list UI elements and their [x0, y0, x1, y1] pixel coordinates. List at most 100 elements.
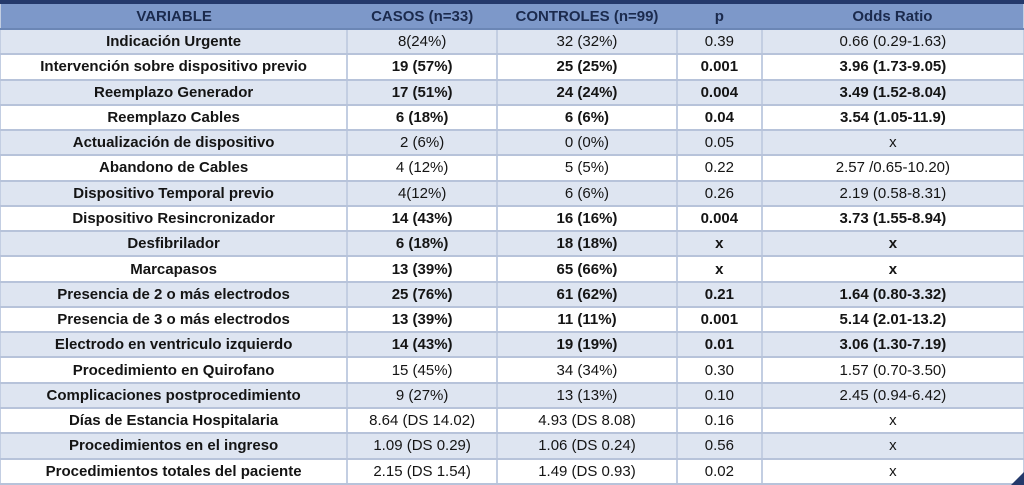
col-header-odds-ratio: Odds Ratio [761, 0, 1024, 30]
corner-triangle-icon [1011, 472, 1024, 485]
table-row: Procedimientos en el ingreso 1.09 (DS 0.2… [0, 433, 1024, 460]
p-value-cell: x [676, 256, 763, 283]
casos-cell: 15 (45%) [347, 357, 499, 384]
col-header-controles: CONTROLES (n=99) [497, 0, 677, 30]
odds-ratio-cell: 3.96 (1.73-9.05) [761, 54, 1024, 81]
table-row: Abandono de Cables 4 (12%) 5 (5%) 0.22 2.57 … [0, 155, 1024, 182]
controles-cell: 32 (32%) [497, 29, 678, 56]
controles-cell: 1.49 (DS 0.93) [497, 458, 678, 485]
controles-cell: 13 (13%) [497, 382, 678, 409]
table-row: Desfibrilador 6 (18%) 18 (18%) x x [0, 231, 1024, 258]
odds-ratio-cell: x [761, 256, 1024, 283]
variable-cell: Dispositivo Resincronizador [0, 205, 349, 233]
p-value-cell: 0.16 [676, 407, 763, 435]
p-value-cell: 0.10 [676, 382, 763, 409]
casos-cell: 4(12%) [347, 180, 499, 207]
p-value-cell: 0.05 [676, 130, 763, 157]
odds-ratio-cell: x [761, 231, 1024, 258]
table-row: Indicación Urgente 8(24%) 32 (32%) 0.39 0.66… [0, 29, 1024, 56]
controles-cell: 25 (25%) [497, 54, 678, 81]
casos-cell: 1.09 (DS 0.29) [347, 433, 499, 460]
variable-cell: Electrodo en ventriculo izquierdo [0, 332, 349, 359]
odds-ratio-cell: 2.45 (0.94-6.42) [761, 382, 1024, 409]
variable-cell: Reemplazo Cables [0, 104, 349, 132]
controles-cell: 34 (34%) [497, 357, 678, 384]
casos-cell: 14 (43%) [347, 332, 499, 359]
odds-ratio-cell: x [761, 407, 1024, 435]
controles-cell: 24 (24%) [497, 79, 678, 106]
casos-cell: 2 (6%) [347, 130, 499, 157]
controles-cell: 6 (6%) [497, 104, 678, 132]
casos-cell: 8(24%) [347, 29, 499, 56]
controles-cell: 5 (5%) [497, 155, 678, 182]
controles-cell: 11 (11%) [497, 306, 678, 334]
variable-cell: Presencia de 3 o más electrodos [0, 306, 349, 334]
odds-ratio-cell: 1.64 (0.80-3.32) [761, 281, 1024, 308]
p-value-cell: 0.02 [676, 458, 763, 485]
p-value-cell: 0.01 [676, 332, 763, 359]
variable-cell: Procedimientos en el ingreso [0, 433, 349, 460]
variable-cell: Procedimientos totales del paciente [0, 458, 349, 485]
casos-cell: 9 (27%) [347, 382, 499, 409]
variable-cell: Dispositivo Temporal previo [0, 180, 349, 207]
p-value-cell: 0.21 [676, 281, 763, 308]
casos-cell: 13 (39%) [347, 306, 499, 334]
p-value-cell: 0.001 [676, 306, 763, 334]
table-row: Días de Estancia Hospitalaria 8.64 (DS 14… [0, 407, 1024, 435]
table-row: Intervención sobre dispositivo previo 19 … [0, 54, 1024, 81]
col-header-p-value: p [676, 0, 762, 30]
odds-ratio-cell: 3.54 (1.05-11.9) [761, 104, 1024, 132]
odds-ratio-cell: 2.57 /0.65-10.20) [761, 155, 1024, 182]
controles-cell: 6 (6%) [497, 180, 678, 207]
variable-cell: Reemplazo Generador [0, 79, 349, 106]
odds-ratio-cell: 3.06 (1.30-7.19) [761, 332, 1024, 359]
variable-cell: Indicación Urgente [0, 29, 349, 56]
casos-cell: 2.15 (DS 1.54) [347, 458, 499, 485]
odds-ratio-cell: 2.19 (0.58-8.31) [761, 180, 1024, 207]
p-value-cell: 0.001 [676, 54, 763, 81]
casos-cell: 6 (18%) [347, 231, 499, 258]
casos-cell: 6 (18%) [347, 104, 499, 132]
table-row: Electrodo en ventriculo izquierdo 14 (43%… [0, 332, 1024, 359]
table-row: Actualización de dispositivo 2 (6%) 0 (0%)… [0, 130, 1024, 157]
table-row: Reemplazo Generador 17 (51%) 24 (24%) 0.004… [0, 79, 1024, 106]
variable-cell: Marcapasos [0, 256, 349, 283]
odds-ratio-cell: 1.57 (0.70-3.50) [761, 357, 1024, 384]
casos-cell: 19 (57%) [347, 54, 499, 81]
casos-cell: 17 (51%) [347, 79, 499, 106]
table-row: Procedimientos totales del paciente 2.15 … [0, 458, 1024, 485]
table-row: Reemplazo Cables 6 (18%) 6 (6%) 0.04 3.54 (1… [0, 104, 1024, 132]
p-value-cell: 0.39 [676, 29, 763, 56]
odds-ratio-cell: 0.66 (0.29-1.63) [761, 29, 1024, 56]
controles-cell: 19 (19%) [497, 332, 678, 359]
table-row: Marcapasos 13 (39%) 65 (66%) x x [0, 256, 1024, 283]
casos-cell: 13 (39%) [347, 256, 499, 283]
p-value-cell: 0.30 [676, 357, 763, 384]
controles-cell: 61 (62%) [497, 281, 678, 308]
table-row: Complicaciones postprocedimiento 9 (27%) 1… [0, 382, 1024, 409]
odds-ratio-cell: x [761, 458, 1024, 485]
variable-cell: Actualización de dispositivo [0, 130, 349, 157]
odds-ratio-cell: 3.73 (1.55-8.94) [761, 205, 1024, 233]
variable-cell: Desfibrilador [0, 231, 349, 258]
controles-cell: 18 (18%) [497, 231, 678, 258]
variable-cell: Días de Estancia Hospitalaria [0, 407, 349, 435]
odds-ratio-cell: x [761, 433, 1024, 460]
col-header-variable: VARIABLE [0, 0, 348, 30]
table-row: Presencia de 3 o más electrodos 13 (39%) 1… [0, 306, 1024, 334]
p-value-cell: 0.04 [676, 104, 763, 132]
p-value-cell: 0.004 [676, 79, 763, 106]
casos-cell: 8.64 (DS 14.02) [347, 407, 499, 435]
variable-cell: Procedimiento en Quirofano [0, 357, 349, 384]
p-value-cell: 0.22 [676, 155, 763, 182]
casos-cell: 4 (12%) [347, 155, 499, 182]
variable-cell: Abandono de Cables [0, 155, 349, 182]
controles-cell: 65 (66%) [497, 256, 678, 283]
p-value-cell: 0.004 [676, 205, 763, 233]
col-header-casos: CASOS (n=33) [347, 0, 498, 30]
variable-cell: Presencia de 2 o más electrodos [0, 281, 349, 308]
header-row: VARIABLE CASOS (n=33) CONTROLES (n=99) p… [0, 0, 1024, 30]
controles-cell: 0 (0%) [497, 130, 678, 157]
controles-cell: 4.93 (DS 8.08) [497, 407, 678, 435]
table-row: Presencia de 2 o más electrodos 25 (76%) 6… [0, 281, 1024, 308]
